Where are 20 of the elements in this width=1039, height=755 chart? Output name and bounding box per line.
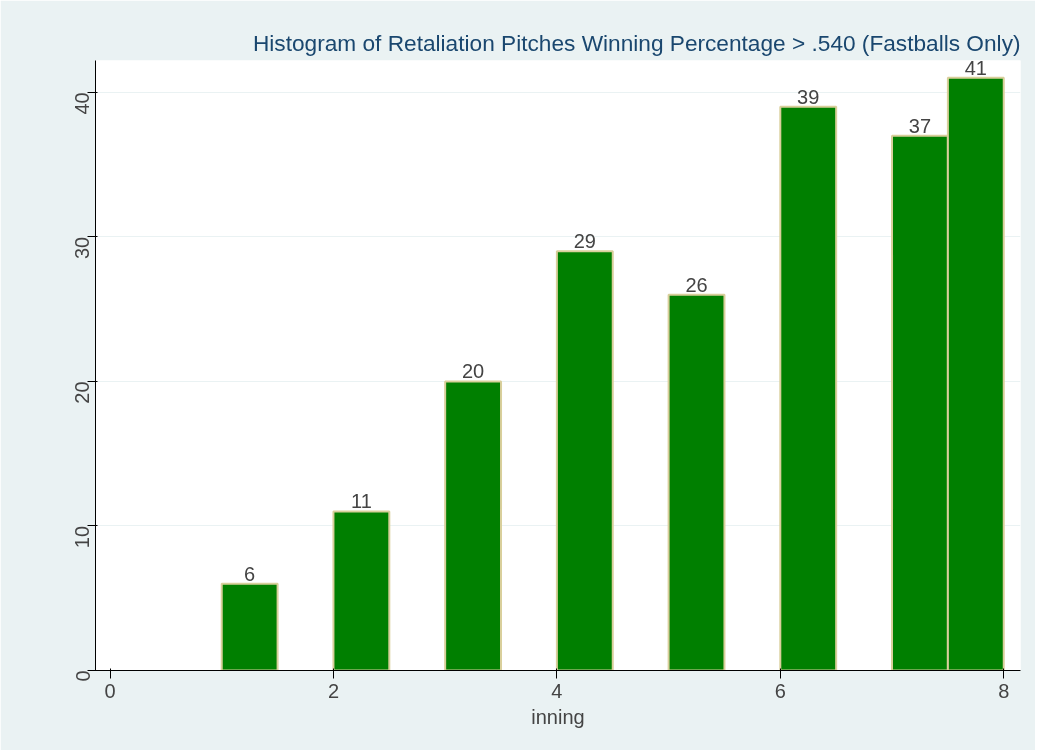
x-tick-label: 0	[104, 679, 116, 702]
x-tick-label: 6	[774, 679, 786, 702]
data-label: 26	[685, 273, 708, 296]
data-label: 6	[244, 562, 256, 585]
data-label: 29	[573, 230, 596, 253]
y-tick-label: 20	[71, 381, 94, 404]
data-label: 37	[908, 114, 932, 137]
y-tick-label: 40	[71, 92, 94, 115]
x-tick-label: 2	[327, 679, 340, 702]
data-label: 39	[797, 85, 820, 108]
y-tick-label: 0	[71, 670, 94, 682]
x-tick-label: 8	[998, 679, 1010, 702]
data-label: 41	[964, 56, 987, 79]
x-tick-label: 4	[551, 679, 563, 702]
y-tick-label: 30	[71, 236, 94, 260]
y-tick-label: 10	[71, 525, 94, 549]
chart-title: Histogram of Retaliation Pitches Winning Percentage > .540 (Fastballs Only)	[252, 29, 1021, 56]
data-label: 20	[461, 360, 485, 383]
x-axis-title: inning	[531, 705, 585, 728]
data-label: 11	[351, 490, 372, 513]
